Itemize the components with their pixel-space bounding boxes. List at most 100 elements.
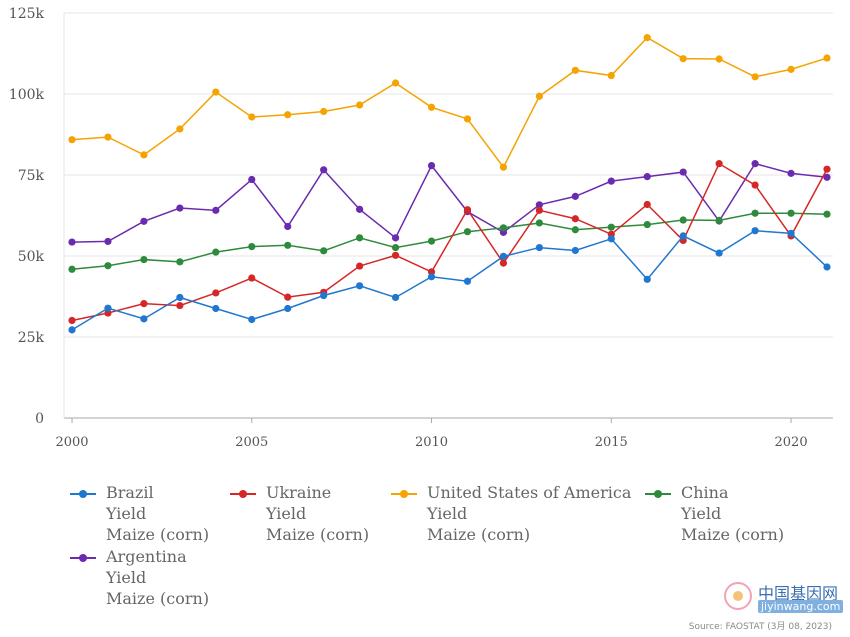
data-point[interactable]	[535, 201, 543, 209]
data-point[interactable]	[356, 282, 364, 290]
data-point[interactable]	[535, 92, 543, 100]
data-point[interactable]	[68, 136, 76, 144]
data-point[interactable]	[787, 209, 795, 217]
data-point[interactable]	[463, 206, 472, 214]
data-point[interactable]	[499, 252, 508, 260]
data-point[interactable]	[176, 258, 184, 266]
data-point[interactable]	[751, 73, 759, 81]
data-point[interactable]	[535, 219, 543, 227]
data-point[interactable]	[679, 232, 687, 240]
data-point[interactable]	[427, 162, 436, 170]
data-point[interactable]	[823, 165, 831, 173]
data-point[interactable]	[715, 55, 723, 63]
data-point[interactable]	[391, 293, 400, 302]
data-point[interactable]	[679, 55, 687, 63]
data-point[interactable]	[176, 301, 184, 310]
data-point[interactable]	[571, 192, 579, 200]
data-point[interactable]	[320, 166, 328, 174]
data-point[interactable]	[751, 160, 759, 168]
data-point[interactable]	[68, 238, 76, 246]
data-point[interactable]	[751, 209, 759, 217]
data-point[interactable]	[212, 248, 220, 256]
data-point[interactable]	[391, 79, 400, 87]
data-point[interactable]	[68, 316, 76, 325]
data-point[interactable]	[68, 326, 76, 334]
data-point[interactable]	[248, 274, 256, 282]
data-point[interactable]	[607, 177, 615, 185]
data-point[interactable]	[787, 169, 795, 177]
data-point[interactable]	[248, 243, 256, 251]
data-point[interactable]	[643, 173, 651, 181]
data-point[interactable]	[140, 255, 148, 264]
data-point[interactable]	[391, 234, 400, 242]
data-point[interactable]	[284, 222, 292, 231]
data-point[interactable]	[176, 204, 184, 212]
data-point[interactable]	[320, 107, 328, 116]
data-point[interactable]	[715, 216, 723, 224]
data-point[interactable]	[427, 103, 436, 111]
data-point[interactable]	[140, 315, 148, 323]
legend-item-ukraine[interactable]: Ukraine Yield Maize (corn)	[230, 482, 369, 545]
data-point[interactable]	[715, 249, 723, 257]
data-point[interactable]	[212, 304, 220, 313]
data-point[interactable]	[104, 237, 112, 246]
data-point[interactable]	[463, 228, 472, 236]
data-point[interactable]	[140, 300, 148, 308]
data-point[interactable]	[284, 293, 292, 301]
data-point[interactable]	[571, 66, 579, 74]
data-point[interactable]	[68, 265, 76, 273]
data-point[interactable]	[535, 206, 543, 214]
data-point[interactable]	[140, 217, 148, 225]
data-point[interactable]	[499, 259, 508, 267]
data-point[interactable]	[104, 304, 112, 312]
data-point[interactable]	[535, 243, 543, 252]
data-point[interactable]	[356, 262, 364, 270]
data-point[interactable]	[248, 315, 256, 324]
data-point[interactable]	[643, 220, 651, 229]
data-point[interactable]	[248, 113, 256, 121]
data-point[interactable]	[643, 200, 651, 209]
data-point[interactable]	[391, 243, 400, 252]
data-point[interactable]	[715, 160, 723, 168]
data-point[interactable]	[499, 224, 508, 232]
data-point[interactable]	[607, 235, 615, 243]
data-point[interactable]	[679, 216, 687, 224]
data-point[interactable]	[607, 223, 615, 231]
data-point[interactable]	[607, 71, 615, 80]
data-point[interactable]	[320, 291, 328, 300]
data-point[interactable]	[499, 163, 508, 171]
legend-item-usa[interactable]: United States of America Yield Maize (co…	[391, 482, 631, 545]
data-point[interactable]	[463, 277, 472, 285]
legend-item-argentina[interactable]: Argentina Yield Maize (corn)	[70, 546, 209, 609]
data-point[interactable]	[284, 304, 292, 313]
data-point[interactable]	[751, 227, 759, 235]
legend-item-brazil[interactable]: Brazil Yield Maize (corn)	[70, 482, 209, 545]
data-point[interactable]	[284, 241, 292, 249]
data-point[interactable]	[140, 151, 148, 159]
data-point[interactable]	[176, 293, 184, 302]
data-point[interactable]	[571, 246, 579, 255]
data-point[interactable]	[427, 237, 436, 245]
data-point[interactable]	[356, 205, 364, 213]
data-point[interactable]	[320, 247, 328, 255]
data-point[interactable]	[463, 115, 472, 123]
data-point[interactable]	[391, 251, 400, 259]
data-point[interactable]	[356, 234, 364, 242]
data-point[interactable]	[427, 273, 436, 281]
data-point[interactable]	[643, 275, 651, 283]
data-point[interactable]	[212, 88, 220, 96]
data-point[interactable]	[212, 289, 220, 297]
data-point[interactable]	[284, 111, 292, 119]
data-point[interactable]	[823, 263, 831, 271]
data-point[interactable]	[571, 226, 579, 234]
data-point[interactable]	[823, 54, 831, 62]
data-point[interactable]	[679, 168, 687, 176]
data-point[interactable]	[751, 181, 759, 189]
data-point[interactable]	[104, 262, 112, 270]
data-point[interactable]	[823, 173, 831, 181]
data-point[interactable]	[248, 175, 256, 184]
data-point[interactable]	[787, 229, 795, 237]
data-point[interactable]	[823, 210, 831, 218]
data-point[interactable]	[787, 65, 795, 73]
data-point[interactable]	[212, 206, 220, 214]
